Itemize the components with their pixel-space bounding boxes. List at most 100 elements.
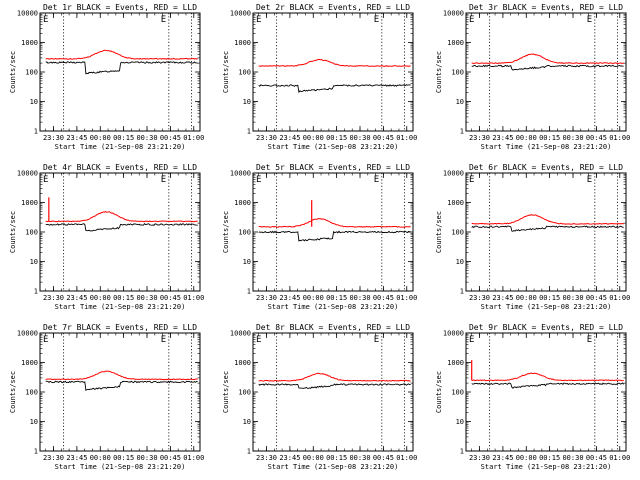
x-tick-label: 00:15 [326, 454, 347, 462]
y-axis-label: Counts/sec [222, 211, 230, 253]
x-tick-label: 00:00 [516, 294, 537, 302]
x-tick-label: 01:00 [396, 454, 417, 462]
panel-det-2: Det 2r BLACK = Events, RED = LLD E E 1 10 100… [222, 3, 417, 151]
panel-det-9: Det 9r BLACK = Events, RED = LLD E E 1 10 100… [435, 323, 630, 471]
y-tick-label: 1 [34, 288, 38, 296]
series-lld-line [45, 211, 198, 223]
x-tick-label: 23:45 [66, 454, 87, 462]
panel-det-5: Det 5r BLACK = Events, RED = LLD E E 1 10 100… [222, 163, 417, 311]
x-tick-label: 00:30 [562, 454, 583, 462]
y-tick-label: 10 [30, 98, 38, 106]
flag-marker-2: E [587, 175, 592, 185]
x-tick-label: 00:30 [562, 134, 583, 142]
series-lld-line [258, 58, 411, 67]
x-tick-label: 00:00 [303, 454, 324, 462]
y-tick-label: 1 [247, 448, 251, 456]
x-tick-label: 00:00 [303, 134, 324, 142]
x-tick-label: 00:30 [136, 134, 157, 142]
series-events-line [471, 382, 625, 389]
panel-title: Det 7r BLACK = Events, RED = LLD [43, 323, 197, 332]
x-tick-label: 01:00 [183, 294, 204, 302]
x-tick-label: 23:30 [256, 294, 277, 302]
x-tick-label: 00:15 [539, 134, 560, 142]
y-axis-label: Counts/sec [435, 371, 443, 413]
y-tick-label: 1 [34, 448, 38, 456]
x-tick-label: 00:15 [113, 294, 134, 302]
x-tick-label: 23:30 [469, 134, 490, 142]
panel-title: Det 5r BLACK = Events, RED = LLD [256, 163, 410, 172]
panel-det-7: Det 7r BLACK = Events, RED = LLD E E 1 10 100… [9, 323, 204, 471]
y-tick-label: 10 [243, 98, 251, 106]
y-tick-label: 100 [25, 389, 38, 397]
x-tick-label: 23:30 [469, 454, 490, 462]
x-tick-label: 00:45 [586, 134, 607, 142]
y-tick-label: 1 [34, 128, 38, 136]
y-tick-label: 10000 [443, 330, 464, 338]
y-tick-label: 100 [238, 229, 251, 237]
flag-marker-2: E [587, 335, 592, 345]
y-tick-label: 10 [30, 258, 38, 266]
series-lld-line [471, 214, 624, 225]
y-tick-label: 1000 [21, 39, 38, 47]
x-tick-label: 00:15 [326, 294, 347, 302]
flag-marker-2: E [161, 335, 166, 345]
x-axis-label: Start Time (21-Sep-08 23:21:20) [55, 143, 186, 151]
y-tick-label: 10000 [443, 10, 464, 18]
panel-title: Det 1r BLACK = Events, RED = LLD [43, 3, 197, 12]
panel-det-6: Det 6r BLACK = Events, RED = LLD E E 1 10 100… [435, 163, 630, 311]
series-events-line [258, 382, 411, 389]
x-axis-label: Start Time (21-Sep-08 23:21:20) [268, 143, 399, 151]
panel-title: Det 3r BLACK = Events, RED = LLD [469, 3, 623, 12]
y-tick-label: 1000 [447, 199, 464, 207]
series-events-line [471, 225, 624, 232]
y-tick-label: 1 [247, 288, 251, 296]
y-tick-label: 100 [451, 389, 464, 397]
y-axis-label: Counts/sec [222, 51, 230, 93]
x-tick-label: 23:30 [256, 134, 277, 142]
flag-marker-1: E [469, 335, 474, 345]
y-tick-label: 10000 [443, 170, 464, 178]
flag-marker-2: E [374, 335, 379, 345]
x-axis-label: Start Time (21-Sep-08 23:21:20) [268, 463, 399, 471]
y-axis-label: Counts/sec [435, 51, 443, 93]
y-tick-label: 1000 [21, 199, 38, 207]
x-tick-label: 23:45 [66, 294, 87, 302]
flag-marker-1: E [469, 15, 474, 25]
series-lld-line [45, 49, 198, 60]
flag-marker-1: E [256, 175, 261, 185]
x-tick-label: 00:15 [326, 134, 347, 142]
series-events-line [45, 223, 198, 232]
panel-title: Det 8r BLACK = Events, RED = LLD [256, 323, 410, 332]
x-axis-label: Start Time (21-Sep-08 23:21:20) [55, 463, 186, 471]
y-tick-label: 1 [460, 288, 464, 296]
x-tick-label: 00:00 [90, 294, 111, 302]
flag-marker-1: E [256, 335, 261, 345]
x-tick-label: 01:00 [609, 294, 630, 302]
y-tick-label: 10 [243, 258, 251, 266]
x-tick-label: 23:30 [43, 294, 64, 302]
series-lld-line [258, 372, 411, 382]
y-tick-label: 100 [451, 69, 464, 77]
x-tick-label: 00:30 [562, 294, 583, 302]
series-events-line [45, 380, 198, 392]
y-tick-label: 10000 [17, 330, 38, 338]
y-tick-label: 10000 [230, 170, 251, 178]
x-axis-label: Start Time (21-Sep-08 23:21:20) [481, 463, 612, 471]
flag-marker-1: E [256, 15, 261, 25]
y-tick-label: 100 [238, 389, 251, 397]
x-tick-label: 01:00 [396, 294, 417, 302]
y-tick-label: 10000 [230, 10, 251, 18]
series-events-line [258, 230, 411, 242]
y-tick-label: 1 [460, 448, 464, 456]
series-lld-line [471, 372, 624, 382]
x-tick-label: 00:15 [539, 454, 560, 462]
x-tick-label: 00:00 [303, 294, 324, 302]
flag-marker-2: E [161, 175, 166, 185]
panel-det-3: Det 3r BLACK = Events, RED = LLD E E 1 10 100… [435, 3, 630, 151]
x-tick-label: 00:00 [516, 454, 537, 462]
y-tick-label: 100 [25, 229, 38, 237]
flag-marker-2: E [161, 15, 166, 25]
y-tick-label: 10 [456, 98, 464, 106]
x-axis-label: Start Time (21-Sep-08 23:21:20) [268, 303, 399, 311]
